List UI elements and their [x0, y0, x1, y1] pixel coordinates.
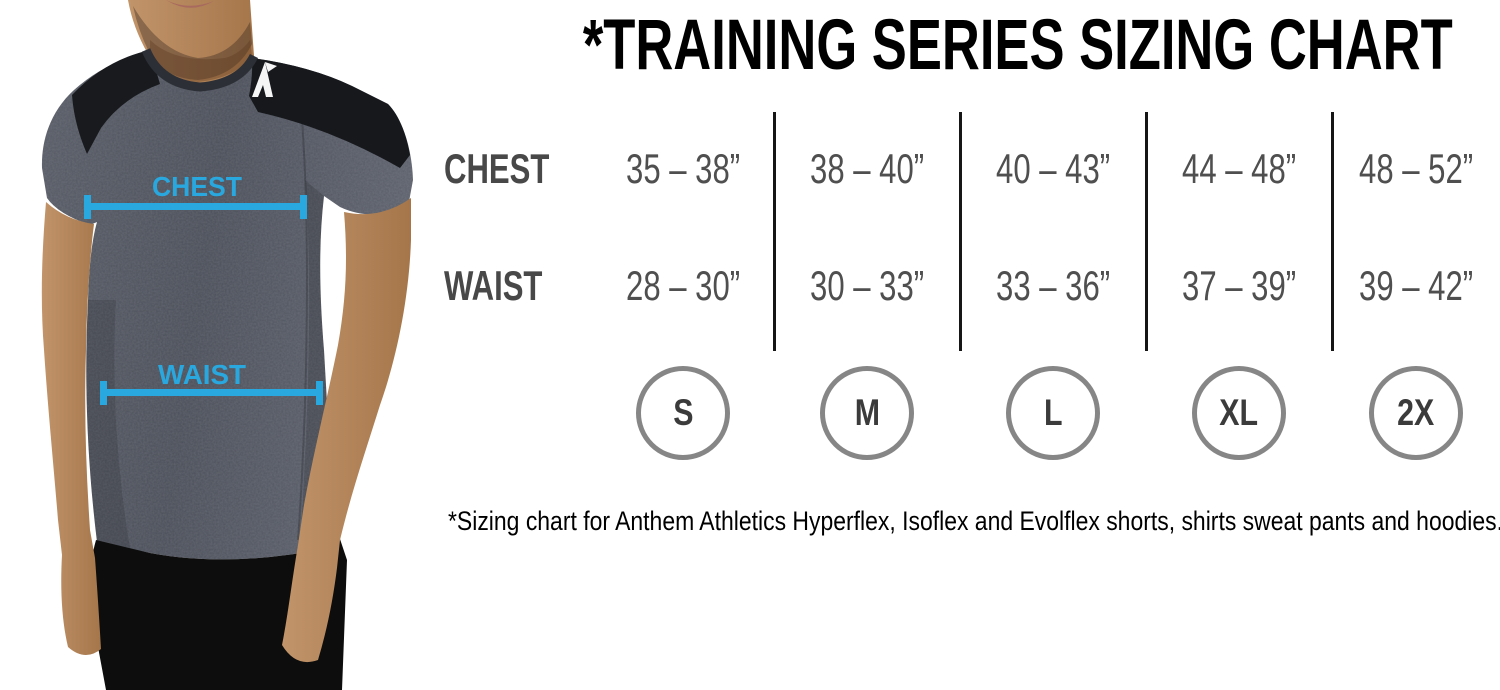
size-letter: L — [1043, 392, 1063, 433]
tshirt-side-seam — [297, 119, 308, 541]
cell-value: 28 – 30” — [625, 262, 741, 309]
size-cell-2x: 2X — [1332, 364, 1500, 462]
waist-measure-tick-left — [100, 381, 107, 405]
model-jaw-shadow — [150, 40, 252, 82]
brand-a-logo-flag — [265, 62, 277, 72]
size-circles-row: S M L XL 2X — [430, 364, 1500, 462]
size-cell-l: L — [960, 364, 1146, 462]
chest-measure-tick-left — [84, 195, 91, 219]
size-letter: 2X — [1397, 392, 1435, 433]
table-row-waist: WAIST 28 – 30” 30 – 33” 33 – 36” 37 – 39… — [430, 253, 1500, 319]
size-badge-2x: 2X — [1369, 366, 1463, 460]
size-letter: M — [854, 392, 880, 433]
chest-measure-tick-right — [300, 195, 307, 219]
page-title-wrap: *TRAINING SERIES SIZING CHART — [430, 6, 1500, 85]
chest-measure-label: CHEST — [152, 171, 242, 202]
size-cell-m: M — [774, 364, 960, 462]
column-divider — [1145, 112, 1148, 351]
cell-value: 48 – 52” — [1358, 145, 1474, 192]
size-badge-m: M — [820, 366, 914, 460]
chest-measure-line — [84, 203, 307, 210]
column-divider — [959, 112, 962, 351]
chest-row-label: CHEST — [444, 145, 550, 192]
waist-value-2x: 39 – 42” — [1332, 253, 1500, 319]
cell-value: 35 – 38” — [625, 145, 741, 192]
chest-value-xl: 44 – 48” — [1146, 136, 1332, 202]
sizing-chart-panel: *TRAINING SERIES SIZING CHART CHEST 35 –… — [430, 0, 1500, 690]
shoulder-panel-left — [72, 50, 160, 154]
column-divider — [1331, 112, 1334, 351]
size-cell-xl: XL — [1146, 364, 1332, 462]
waist-value-l: 33 – 36” — [960, 253, 1146, 319]
size-letter: XL — [1219, 392, 1259, 433]
tshirt-collar — [141, 48, 259, 92]
cell-value: 38 – 40” — [809, 145, 925, 192]
cell-value: 40 – 43” — [995, 145, 1111, 192]
brand-a-logo-icon — [252, 62, 273, 97]
empty-cell — [430, 364, 592, 462]
waist-measure: WAIST — [100, 359, 323, 405]
chest-value-2x: 48 – 52” — [1332, 136, 1500, 202]
size-cell-s: S — [592, 364, 774, 462]
size-badge-l: L — [1006, 366, 1100, 460]
cell-value: 33 – 36” — [995, 262, 1111, 309]
shoulder-panel-right — [249, 58, 410, 168]
table-row-chest: CHEST 35 – 38” 38 – 40” 40 – 43” 44 – 48… — [430, 136, 1500, 202]
model-lips — [166, 0, 214, 8]
row-label-cell: WAIST — [430, 253, 592, 319]
waist-value-s: 28 – 30” — [592, 253, 774, 319]
cell-value: 30 – 33” — [809, 262, 925, 309]
model-neck-skin — [128, 0, 254, 84]
size-badge-s: S — [636, 366, 730, 460]
model-left-arm — [41, 202, 101, 656]
waist-measure-line — [100, 389, 323, 396]
waist-measure-tick-right — [316, 381, 323, 405]
waist-measure-label: WAIST — [158, 359, 246, 390]
size-badge-xl: XL — [1192, 366, 1286, 460]
chest-measure: CHEST — [84, 171, 307, 219]
product-photo: CHEST WAIST — [0, 0, 430, 690]
model-illustration: CHEST WAIST — [41, 0, 413, 690]
chest-value-s: 35 – 38” — [592, 136, 774, 202]
chest-value-l: 40 – 43” — [960, 136, 1146, 202]
model-stubble — [133, 6, 252, 80]
waist-value-m: 30 – 33” — [774, 253, 960, 319]
row-label-cell: CHEST — [430, 136, 592, 202]
chest-value-m: 38 – 40” — [774, 136, 960, 202]
page-title: *TRAINING SERIES SIZING CHART — [582, 6, 1453, 85]
model-right-arm — [282, 198, 411, 663]
waist-value-xl: 37 – 39” — [1146, 253, 1332, 319]
sizing-footnote: *Sizing chart for Anthem Athletics Hyper… — [448, 506, 1500, 536]
cell-value: 37 – 39” — [1181, 262, 1297, 309]
waist-row-label: WAIST — [444, 262, 543, 309]
cell-value: 39 – 42” — [1358, 262, 1474, 309]
tshirt-shadow-left — [85, 300, 130, 548]
column-divider — [773, 112, 776, 351]
size-letter: S — [672, 392, 694, 433]
cell-value: 44 – 48” — [1181, 145, 1297, 192]
